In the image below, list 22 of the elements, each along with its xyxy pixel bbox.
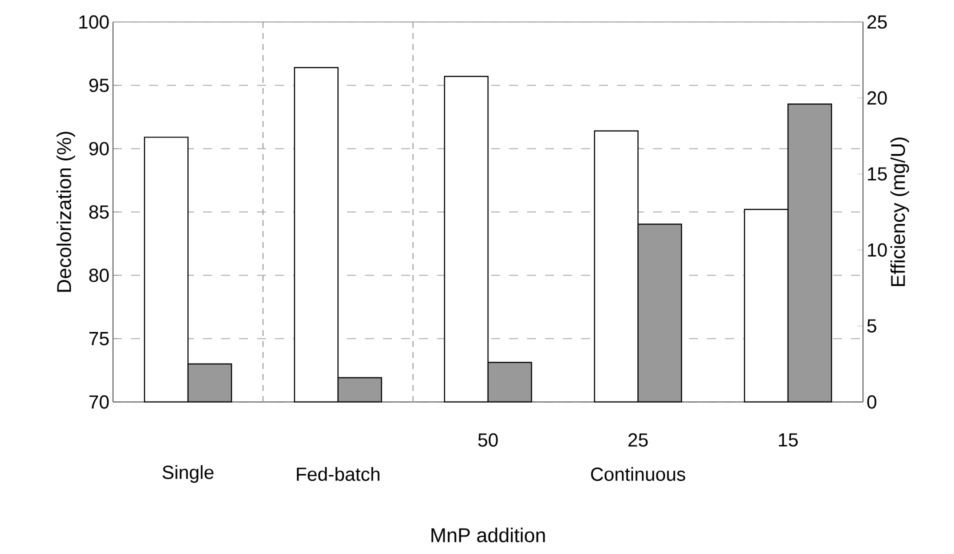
y-tick-label: 95 <box>89 78 109 92</box>
x-axis-title: MnP addition <box>432 528 545 542</box>
y-tick-label: 80 <box>89 268 109 282</box>
y-tick-label: 70 <box>89 395 109 409</box>
y2-tick-label: 5 <box>867 319 876 333</box>
y2-tick-label: 20 <box>867 91 887 105</box>
y-axis-title: Decolorization (%) <box>56 132 76 292</box>
x-tick-label: 50 <box>478 433 498 447</box>
y2-tick-label: 0 <box>867 395 876 409</box>
text: Continuous <box>591 467 686 481</box>
y-tick-label: 100 <box>79 15 109 29</box>
x-tick-label: Single <box>162 465 214 483</box>
x-tick-label: 25 <box>628 433 648 447</box>
y2-axis-title: Efficiency (mg/U) <box>890 138 909 286</box>
y-tick-label: 85 <box>89 205 109 219</box>
y-tick-label: 90 <box>89 142 109 156</box>
y-tick-label: 75 <box>89 332 109 346</box>
y2-tick-label: 25 <box>867 15 887 29</box>
y2-tick-label: 10 <box>868 243 887 257</box>
y2-tick-label: 15 <box>868 167 887 181</box>
x-tick-label: 15 <box>778 433 798 447</box>
x-tick-label: Fed-batch <box>296 467 380 481</box>
